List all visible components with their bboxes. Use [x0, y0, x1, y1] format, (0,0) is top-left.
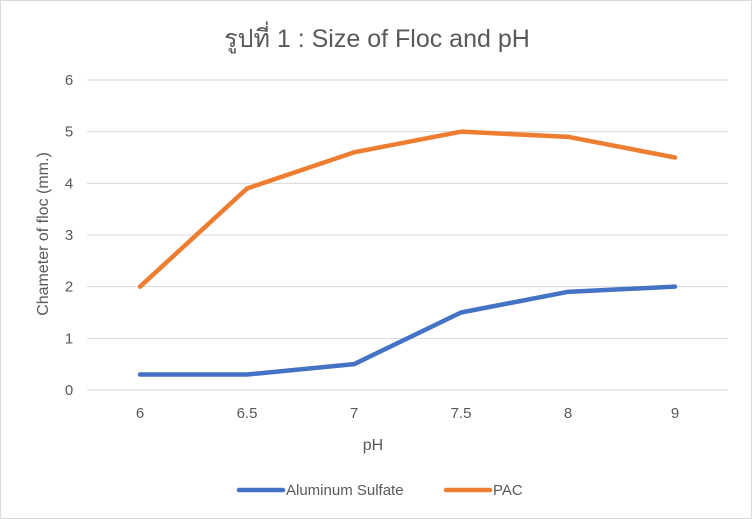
- y-tick-label: 1: [65, 330, 73, 347]
- series-line-0: [137, 284, 678, 377]
- y-tick-label: 2: [65, 279, 73, 296]
- x-tick-label: 9: [671, 405, 679, 422]
- x-tick-label: 7.5: [451, 405, 472, 422]
- y-tick-label: 3: [65, 227, 73, 244]
- gridlines: [87, 79, 728, 391]
- y-tick-label: 0: [65, 382, 73, 399]
- x-axis-title: pH: [363, 437, 383, 454]
- y-tick-label: 6: [65, 72, 73, 89]
- legend-label-1: PAC: [493, 482, 523, 499]
- x-tick-label: 6: [136, 405, 144, 422]
- x-tick-label: 8: [564, 405, 572, 422]
- series-lines: [137, 129, 678, 377]
- legend-label-0: Aluminum Sulfate: [286, 482, 404, 499]
- y-axis-title: Chameter of floc (mm.): [35, 152, 52, 316]
- chart-title: รูปที่ 1 : Size of Floc and pH: [224, 21, 530, 54]
- y-tick-label: 5: [65, 124, 73, 141]
- x-tick-label: 6.5: [237, 405, 258, 422]
- legend: Aluminum Sulfate PAC: [236, 482, 523, 499]
- series-line-1: [137, 129, 678, 289]
- x-axis-ticks: 6 6.5 7 7.5 8 9: [136, 405, 679, 422]
- y-tick-label: 4: [65, 175, 73, 192]
- x-tick-label: 7: [350, 405, 358, 422]
- y-axis-ticks: 0 1 2 3 4 5 6: [65, 72, 73, 399]
